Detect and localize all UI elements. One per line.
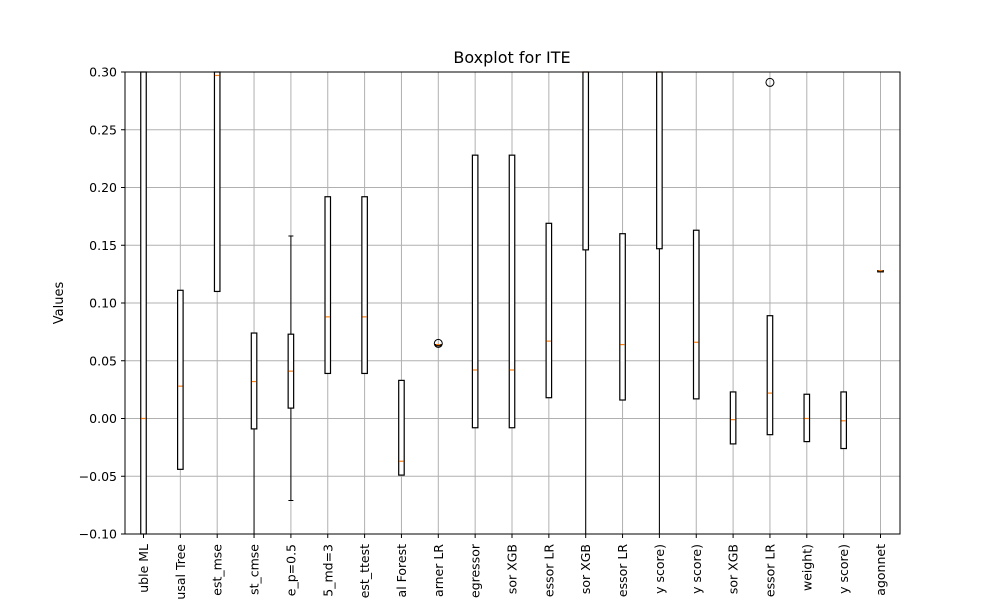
x-axis-ticks: uble ML usal Tree est_mse st_cmse e_p=0.5 5_m… <box>136 534 888 600</box>
x-tick-label: est_ttest <box>357 544 372 598</box>
box-group <box>398 379 405 476</box>
box-iqr <box>471 154 479 429</box>
y-tick-label: 0.30 <box>89 65 117 80</box>
box-iqr <box>766 315 774 436</box>
x-tick-label: y score) <box>689 544 704 594</box>
box-iqr <box>324 196 332 375</box>
x-tick-label: agonnet <box>873 544 888 596</box>
x-tick-label: st_cmse <box>247 544 262 595</box>
box-iqr <box>619 233 626 401</box>
chart-title: Boxplot for ITE <box>453 48 570 67</box>
box-iqr <box>140 71 147 535</box>
box-group <box>250 332 258 534</box>
outlier-point <box>765 77 775 87</box>
y-axis-ticks: −0.10 −0.05 0.00 0.05 0.10 0.15 0.20 0.25 0.30 <box>79 65 125 542</box>
box-group <box>361 196 368 375</box>
x-tick-label: egressor <box>468 543 483 598</box>
box-iqr <box>729 391 737 445</box>
box-iqr <box>213 71 221 293</box>
box-group <box>765 77 775 436</box>
box-group <box>177 289 184 470</box>
box-group <box>471 154 479 429</box>
box-layer <box>140 71 884 535</box>
x-tick-label: 5_md=3 <box>320 544 335 597</box>
x-tick-label: sor XGB <box>578 544 593 594</box>
y-axis-label: Values <box>52 282 67 325</box>
box-iqr <box>398 379 405 476</box>
box-iqr <box>582 71 590 251</box>
x-tick-label: y score) <box>652 544 667 594</box>
box-iqr <box>692 229 700 400</box>
box-iqr <box>177 289 184 470</box>
outlier-point <box>433 338 443 348</box>
y-tick-label: −0.05 <box>79 469 117 484</box>
x-tick-label: al Forest <box>394 544 409 598</box>
box-group <box>803 393 811 443</box>
y-tick-label: 0.10 <box>89 296 117 311</box>
box-group <box>433 338 443 348</box>
x-tick-label: uble ML <box>136 544 151 593</box>
box-group <box>213 71 221 293</box>
box-group <box>877 270 884 273</box>
x-tick-label: e_p=0.5 <box>283 544 298 596</box>
y-tick-label: 0.00 <box>89 411 117 426</box>
box-group <box>692 229 700 400</box>
x-tick-label: y score) <box>836 544 851 594</box>
box-group <box>140 71 147 535</box>
x-tick-label: sor XGB <box>726 544 741 594</box>
box-iqr <box>361 196 368 375</box>
box-iqr <box>656 71 663 250</box>
box-group <box>324 196 332 375</box>
x-tick-label: sor XGB <box>505 544 520 594</box>
x-tick-label: weight) <box>799 544 814 591</box>
x-tick-label: essor LR <box>615 544 630 597</box>
box-iqr <box>508 154 516 429</box>
y-tick-label: −0.10 <box>79 527 117 542</box>
box-iqr <box>545 222 553 399</box>
box-group <box>545 222 553 399</box>
box-group <box>729 391 737 445</box>
x-tick-label: usal Tree <box>173 544 188 600</box>
y-tick-label: 0.05 <box>89 353 117 368</box>
y-tick-label: 0.15 <box>89 238 117 253</box>
x-tick-label: essor LR <box>762 544 777 597</box>
y-tick-label: 0.20 <box>89 180 117 195</box>
box-group <box>840 391 848 450</box>
x-tick-label: arner LR <box>431 544 446 597</box>
x-tick-label: est_mse <box>210 544 225 596</box>
box-group <box>508 154 516 429</box>
box-group <box>287 235 295 502</box>
x-tick-label: essor LR <box>541 544 556 597</box>
box-group <box>619 233 626 401</box>
y-tick-label: 0.25 <box>89 122 117 137</box>
